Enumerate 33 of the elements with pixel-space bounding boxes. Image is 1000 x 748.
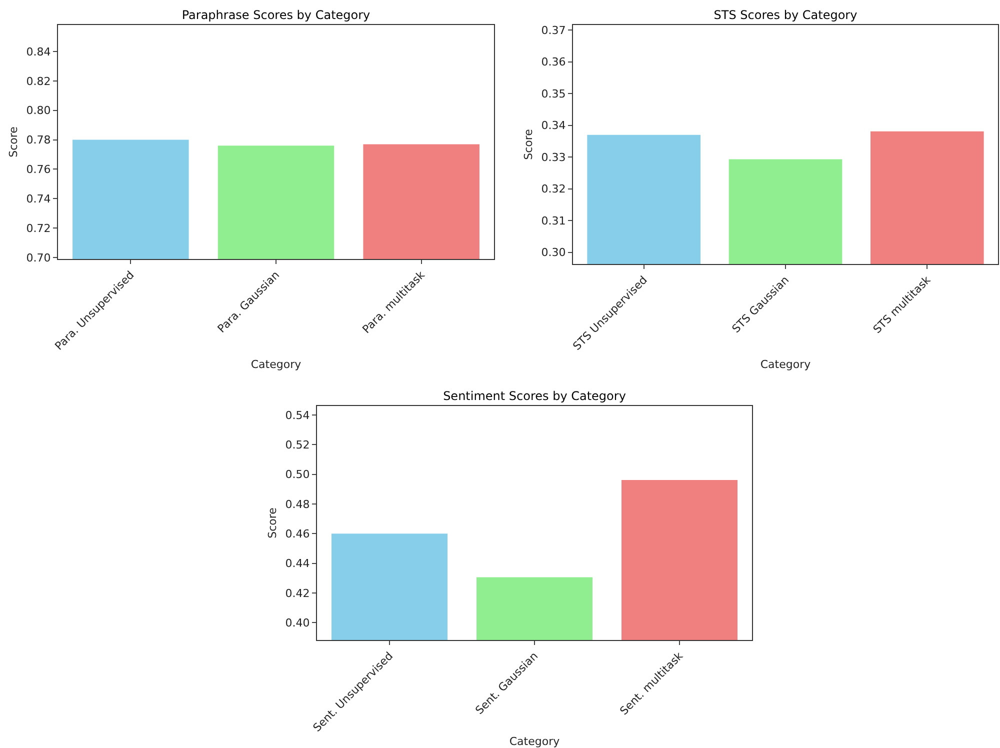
y-tick-label: 0.72 [26,222,51,235]
y-tick-label: 0.34 [541,119,566,132]
chart-title: Sentiment Scores by Category [443,389,626,403]
y-tick-label: 0.32 [541,182,566,196]
y-tick-label: 0.40 [285,616,310,630]
y-axis-title: Score [6,126,20,158]
y-tick-label: 0.46 [285,528,310,541]
y-tick-label: 0.70 [26,251,51,264]
y-tick-label: 0.44 [285,557,310,570]
y-tick-label: 0.50 [285,468,310,482]
y-tick-label: 0.84 [26,45,51,58]
y-tick-label: 0.82 [26,74,51,88]
y-axis-title: Score [266,507,279,538]
y-tick-label: 0.48 [285,498,310,511]
y-tick-label: 0.52 [285,438,310,452]
chart-title: Paraphrase Scores by Category [182,8,370,22]
x-axis-title: Category [250,358,302,371]
y-tick-label: 0.35 [541,87,566,100]
y-tick-label: 0.42 [285,586,310,600]
y-tick-label: 0.36 [541,56,566,69]
y-tick-label: 0.33 [541,150,566,164]
y-tick-label: 0.31 [541,214,566,228]
y-tick-label: 0.78 [26,134,51,147]
chart-title: STS Scores by Category [714,8,858,22]
y-tick-label: 0.76 [26,163,51,176]
y-tick-label: 0.74 [26,192,51,206]
y-tick-label: 0.80 [26,104,51,118]
x-axis-title: Category [760,358,812,372]
y-tick-label: 0.37 [541,24,566,37]
y-tick-label: 0.54 [285,408,310,422]
x-axis-title: Category [509,735,560,748]
y-axis-title: Score [522,128,535,160]
y-tick-label: 0.30 [541,246,566,260]
